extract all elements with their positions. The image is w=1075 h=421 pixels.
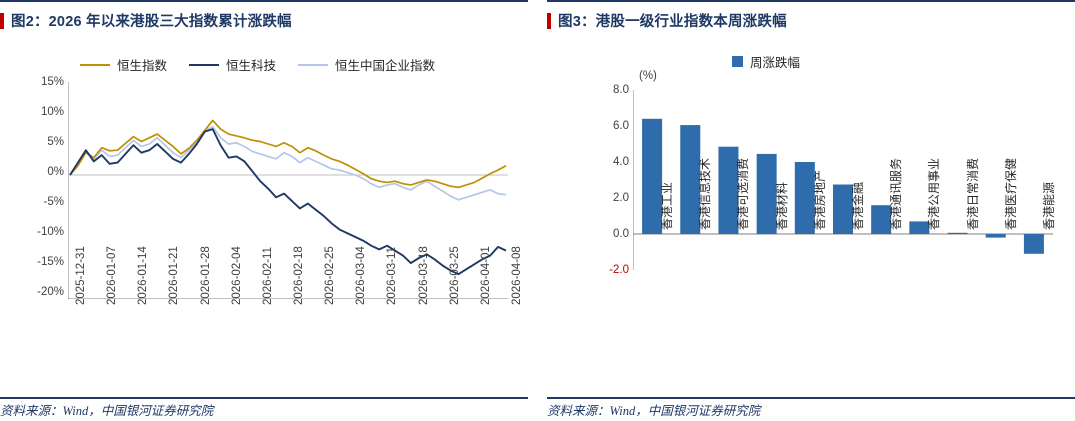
figure3-bar <box>718 146 739 234</box>
legend-label-hscei: 恒生中国企业指数 <box>335 59 436 73</box>
figure3-xtick: 香港可选消费 <box>736 157 751 230</box>
figure3-bar <box>947 232 968 234</box>
figure3-xtick: 香港日常消费 <box>965 157 980 230</box>
figure2-xtick: 2026-02-11 <box>261 247 274 305</box>
panel-bottom-rule-right <box>547 397 1075 399</box>
figure3-xtick: 香港通讯服务 <box>889 157 904 230</box>
figure2-line-2 <box>69 125 507 201</box>
figure3-plot <box>633 90 1053 270</box>
figure3-title-text: 港股一级行业指数本周涨跌幅 <box>595 14 787 30</box>
figure3-source: 资料来源：Wind，中国银河证券研究院 <box>547 404 761 418</box>
figure2-xtick: 2026-01-21 <box>168 246 181 305</box>
figure2-title-row: 图2：2026 年以来港股三大指数累计涨跌幅 <box>0 10 292 31</box>
figure3-xtick: 香港医疗保健 <box>1003 157 1018 230</box>
figure3-title-row: 图3：港股一级行业指数本周涨跌幅 <box>547 10 787 31</box>
legend-line-hsi <box>80 63 110 66</box>
panel-top-rule <box>0 0 528 2</box>
figure3-ytick-3: 2.0 <box>613 192 629 204</box>
legend-line-hstech <box>189 63 220 66</box>
figure2-xtick: 2026-02-18 <box>293 246 305 305</box>
figure3-bar <box>909 221 930 234</box>
legend-item-weekly-change: 周涨跌幅 <box>732 52 800 71</box>
figure3-bar <box>756 153 777 234</box>
figure2-ytick-1: 10% <box>40 106 64 118</box>
figure2-series-group <box>69 119 507 276</box>
legend-line-hscei <box>298 63 329 66</box>
figure3-xtick: 香港信息技术 <box>698 157 713 230</box>
figure3-legend: 周涨跌幅 <box>732 52 800 71</box>
panel-top-rule-right <box>547 0 1075 2</box>
figure2-xtick: 2026-04-01 <box>479 246 492 305</box>
figure2-xtick: 2026-03-25 <box>448 246 461 305</box>
legend-label-hstech: 恒生科技 <box>226 59 277 73</box>
figure2-xtick: 2026-01-28 <box>199 246 212 305</box>
figure3-bar <box>680 125 701 234</box>
figure3-ytick-1: 6.0 <box>613 120 629 132</box>
figure2-panel: 图2：2026 年以来港股三大指数累计涨跌幅 恒生指数 恒生科技 恒生中国企业指… <box>0 0 528 421</box>
figure3-bar <box>642 118 663 234</box>
legend-label-hsi: 恒生指数 <box>117 59 168 73</box>
figure2-xtick: 2026-03-11 <box>386 247 399 305</box>
figure3-ytick-5: -2.0 <box>609 264 629 276</box>
figure2-xtick: 2026-04-08 <box>511 246 523 305</box>
figure3-xtick: 香港房地产 <box>812 169 827 230</box>
figure2-xtick: 2026-02-04 <box>230 246 243 305</box>
figure2-ytick-7: -20% <box>37 286 64 298</box>
panel-bottom-rule <box>0 397 528 399</box>
figure2-ytick-5: -10% <box>37 226 64 238</box>
figure2-ytick-4: -5% <box>43 196 64 208</box>
figure2-xtick: 2026-01-07 <box>106 246 119 305</box>
figure2-plot <box>68 82 508 299</box>
figure3-ytick-2: 4.0 <box>613 156 629 168</box>
figure3-bar <box>833 184 853 234</box>
figure2-xtick: 2025-12-31 <box>75 246 87 305</box>
figure3-xtick: 香港能源 <box>1041 181 1056 230</box>
legend-item-hstech: 恒生科技 <box>189 55 276 74</box>
figure3-xtick: 香港材料 <box>774 181 789 230</box>
figure2-xtick: 2026-03-04 <box>355 246 368 305</box>
figure3-panel: 图3：港股一级行业指数本周涨跌幅 周涨跌幅 (%) 8.0 6.0 4.0 2.… <box>547 0 1075 421</box>
figure2-ytick-2: 5% <box>47 136 64 148</box>
figure3-bar <box>871 205 892 234</box>
figure2-source: 资料来源：Wind，中国银河证券研究院 <box>0 404 214 418</box>
legend-item-hscei: 恒生中国企业指数 <box>298 55 435 74</box>
figure3-title: 图3：港股一级行业指数本周涨跌幅 <box>558 10 787 31</box>
figure2-xtick: 2026-02-25 <box>324 246 337 305</box>
figure3-bar <box>1023 234 1044 254</box>
figure3-bar <box>794 162 815 234</box>
figure2-line-1 <box>69 128 507 276</box>
figure3-xtick: 香港工业 <box>660 181 675 230</box>
figure3-ytick-0: 8.0 <box>613 84 629 96</box>
figure3-ytick-4: 0.0 <box>613 228 629 240</box>
figure2-line-0 <box>69 119 507 189</box>
figure3-bar <box>985 234 1006 238</box>
legend-label-weekly-change: 周涨跌幅 <box>750 56 801 70</box>
figure3-bars-group <box>642 118 1044 254</box>
panel-divider <box>528 0 547 421</box>
figure3-title-index: 图3： <box>558 14 596 30</box>
figure2-ytick-0: 15% <box>40 76 64 88</box>
legend-swatch-weekly-change <box>732 56 743 67</box>
figure2-title-index: 图2： <box>11 14 49 30</box>
figure2-title-text: 2026 年以来港股三大指数累计涨跌幅 <box>48 14 292 30</box>
figure2-ytick-3: 0% <box>47 166 64 178</box>
figure3-xtick: 香港公用事业 <box>927 157 942 230</box>
figure2-title: 图2：2026 年以来港股三大指数累计涨跌幅 <box>11 10 292 31</box>
figure2-xtick: 2026-01-14 <box>137 246 150 305</box>
figure2-ytick-6: -15% <box>37 256 64 268</box>
figure2-xtick: 2026-03-18 <box>417 246 430 305</box>
legend-item-hsi: 恒生指数 <box>80 55 167 74</box>
title-accent-bar <box>0 12 4 29</box>
title-accent-bar-right <box>547 12 551 29</box>
figure3-xtick: 香港金融 <box>851 181 865 230</box>
figure3-y-unit: (%) <box>639 70 657 82</box>
figure2-legend: 恒生指数 恒生科技 恒生中国企业指数 <box>80 55 435 74</box>
